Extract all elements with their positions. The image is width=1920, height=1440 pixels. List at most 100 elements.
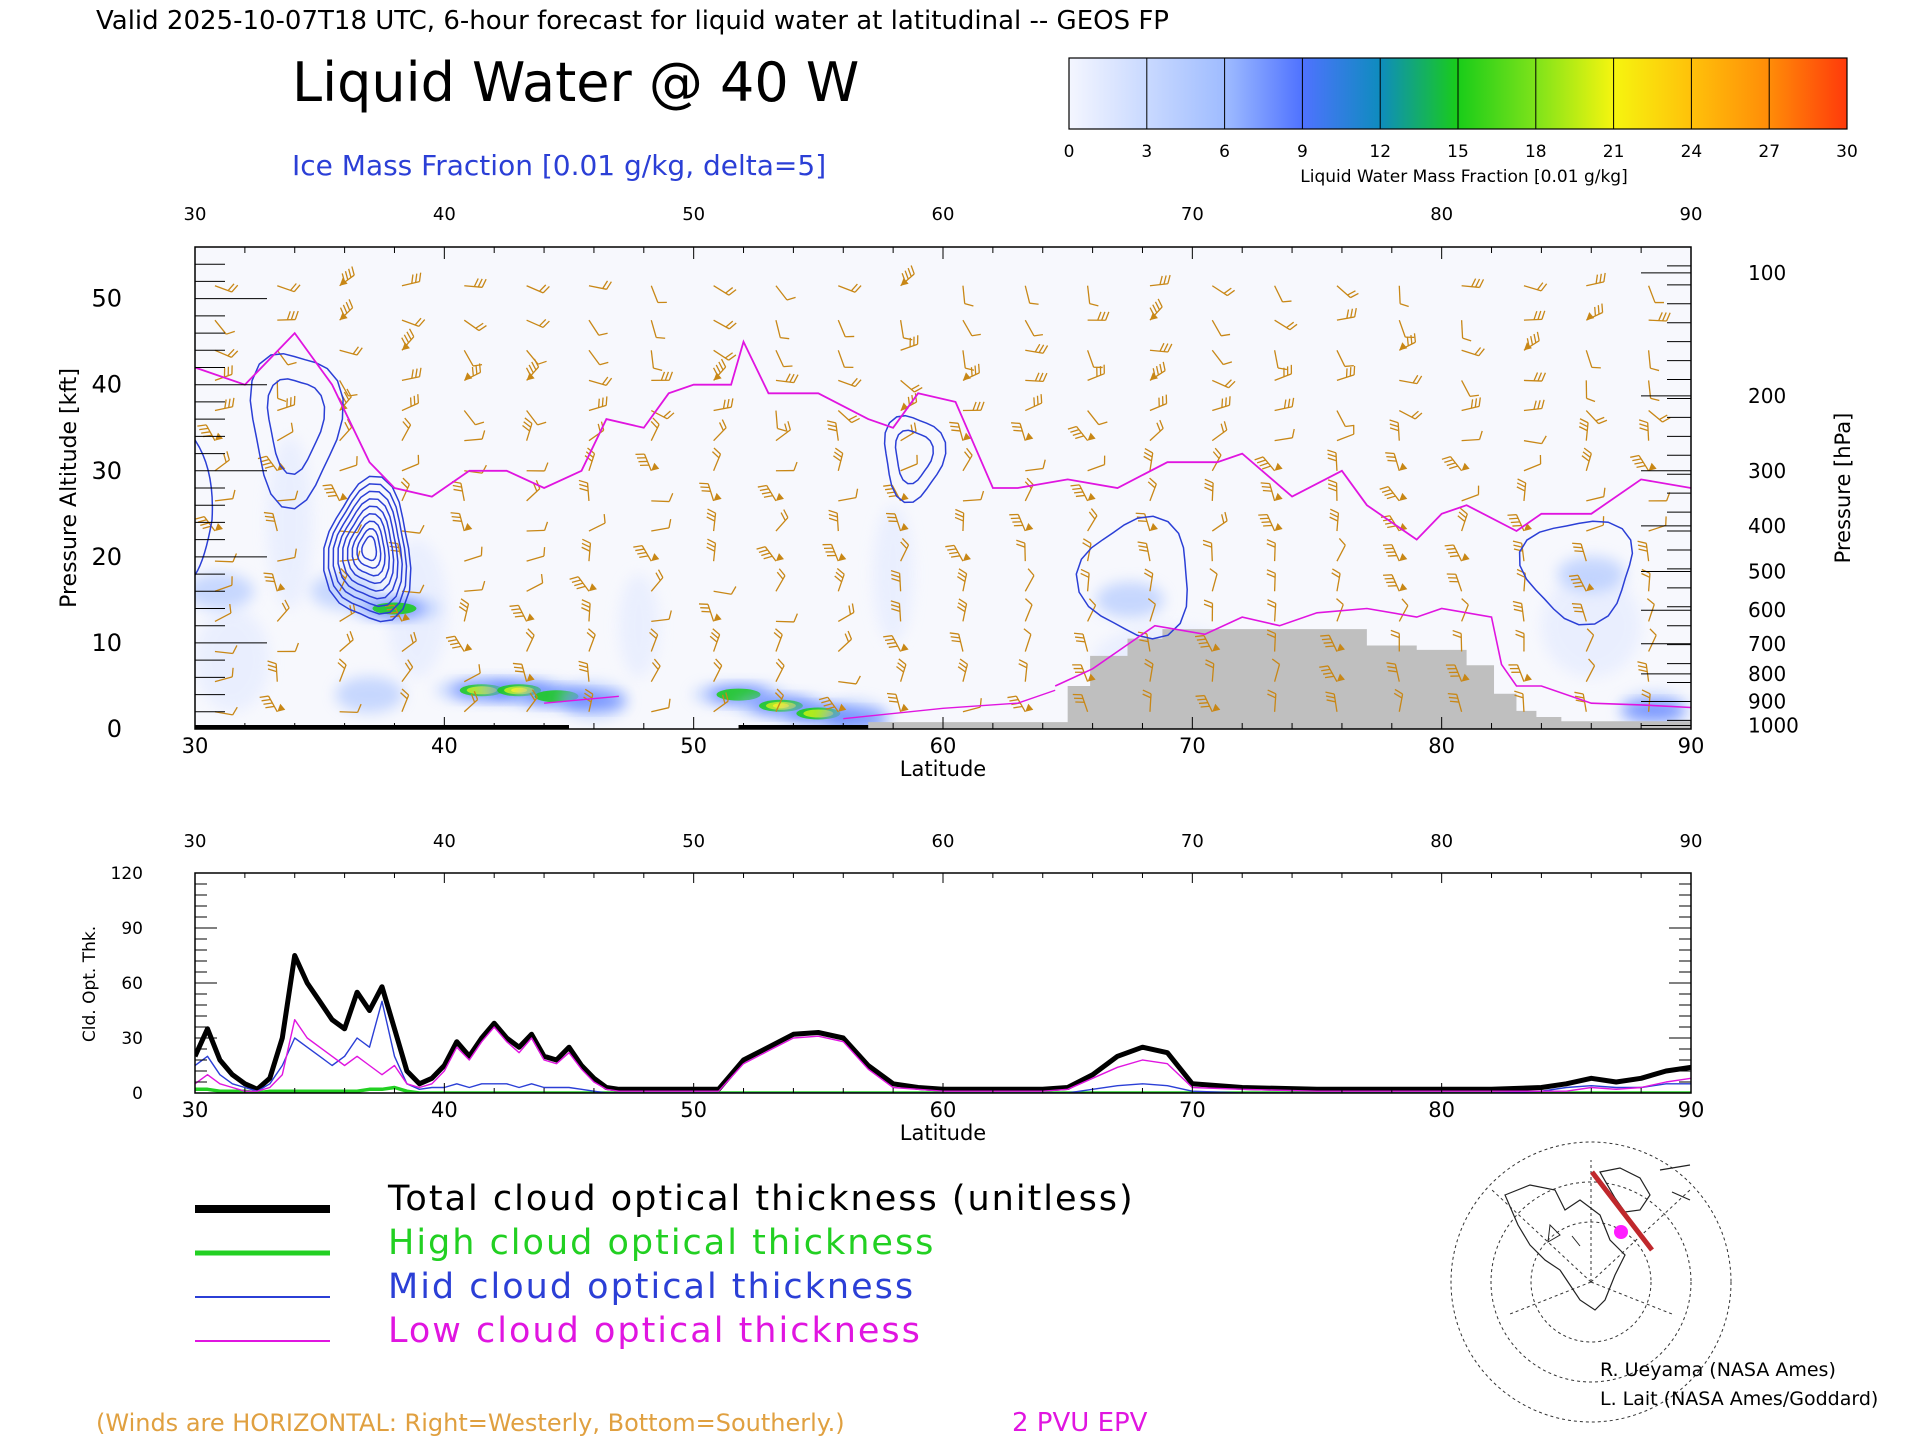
wind-barb: [1452, 629, 1463, 652]
wind-barb: [1446, 573, 1463, 592]
wind-barb: [1512, 540, 1525, 562]
wind-barb: [650, 417, 660, 441]
wind-barb: [195, 515, 223, 532]
wind-barb: [1143, 447, 1154, 471]
wind-barb: [885, 512, 909, 532]
wind-barb: [1087, 311, 1110, 321]
legend: Total cloud optical thickness (unitless)…: [195, 1179, 1133, 1351]
wind-barb: [277, 283, 301, 293]
wind-barb: [1336, 410, 1355, 428]
wind-barb: [1461, 347, 1485, 357]
wind-barb: [214, 553, 238, 563]
wind-barb: [526, 547, 546, 562]
wind-barb: [1398, 319, 1415, 339]
top-y-tick-label: 40: [91, 371, 122, 399]
wind-barbs: [195, 265, 1733, 716]
wind-barb: [214, 489, 236, 502]
top-xlabel: Latitude: [900, 757, 986, 781]
liquid-water-blob: [821, 700, 890, 729]
wind-barb: [837, 350, 854, 369]
wind-barb: [1137, 541, 1151, 562]
wind-barb: [1073, 632, 1089, 652]
wind-barb: [578, 479, 590, 501]
wind-barb: [1336, 365, 1356, 382]
wind-barb: [214, 706, 238, 716]
wind-barb: [709, 628, 721, 652]
wind-barb: [1574, 691, 1587, 712]
top-y2label: Pressure [hPa]: [1831, 413, 1855, 564]
wind-barb: [464, 430, 486, 442]
wind-barb: [1274, 319, 1298, 331]
top-y-tick-label: 0: [107, 715, 122, 743]
wind-barb: [526, 573, 544, 592]
wind-barb: [711, 447, 722, 472]
wind-barb: [900, 454, 918, 472]
bottom-x-tick-label-upper: 60: [932, 831, 955, 852]
wind-barb: [1067, 425, 1096, 442]
bottom-x-tick-label: 80: [1428, 1098, 1455, 1122]
wind-barb: [828, 509, 839, 532]
pressure-tick-label: 500: [1748, 559, 1786, 583]
wind-barb: [713, 285, 737, 296]
wind-barb: [463, 319, 487, 332]
wind-barb: [445, 635, 473, 652]
wind-barb: [1523, 435, 1547, 445]
wind-barb: [1630, 454, 1657, 472]
wind-barb: [1273, 350, 1288, 371]
wind-barb: [214, 576, 233, 592]
wind-barb: [1711, 689, 1718, 712]
wind-barb: [1399, 374, 1423, 385]
wind-barb: [775, 320, 790, 340]
wind-barb: [1586, 516, 1605, 532]
top-x-tick-label-upper: 60: [932, 204, 955, 225]
wind-barb: [1018, 659, 1028, 682]
pressure-tick-label: 800: [1748, 662, 1786, 686]
wind-barb: [276, 599, 290, 622]
wind-barb: [1211, 511, 1228, 532]
epv-contour: [843, 689, 1056, 720]
optical-thickness-plot: 30 30 40 40 50 50 60 60 70 70 80 80 90 90 0 30 60 90 120 C…: [80, 831, 1704, 1145]
wind-barb: [900, 379, 923, 393]
wind-barb: [1711, 404, 1733, 413]
wind-barb: [581, 538, 592, 562]
wind-barb: [1523, 282, 1548, 292]
wind-barb: [886, 692, 909, 712]
pressure-tick-label: 600: [1748, 598, 1786, 622]
liquid-haze: [195, 608, 270, 712]
section-marker: [1614, 1225, 1628, 1239]
wind-barb: [1025, 394, 1043, 412]
liquid-haze: [267, 436, 313, 609]
wind-barb: [1011, 422, 1034, 441]
wind-barb: [463, 410, 485, 426]
top-x-tick-label-upper: 30: [184, 204, 207, 225]
wind-barb: [1648, 312, 1671, 322]
top-x-tick-label-upper: 50: [682, 204, 705, 225]
ice-contour: [894, 429, 934, 485]
wind-barb: [1461, 278, 1485, 289]
colorbar-tick-label: 30: [1836, 142, 1858, 162]
liquid-water-blob: [335, 676, 404, 713]
credit-line-1: R. Ueyama (NASA Ames): [1600, 1359, 1836, 1381]
wind-barb: [1379, 486, 1408, 502]
pressure-tick-label: 100: [1748, 261, 1786, 285]
legend-low: Low cloud optical thickness: [388, 1311, 922, 1351]
wind-barb: [1205, 659, 1215, 682]
wind-barb: [1274, 285, 1292, 303]
top-ylabel: Pressure Altitude [kft]: [57, 368, 82, 608]
wind-barb: [1212, 396, 1231, 412]
legend-high: High cloud optical thickness: [388, 1223, 935, 1263]
wind-barb: [401, 328, 415, 351]
wind-barb: [1144, 658, 1154, 682]
wind-barb: [401, 631, 417, 653]
wind-barb: [957, 568, 968, 592]
wind-barb: [214, 283, 239, 293]
ice-mass-label: Ice Mass Fraction [0.01 g/kg, delta=5]: [292, 149, 826, 182]
bottom-x-tick-label: 70: [1179, 1098, 1206, 1122]
wind-barb: [833, 447, 844, 471]
top-x-tick-label: 70: [1179, 734, 1206, 758]
location-map-icon: [1450, 1141, 1732, 1423]
wind-barb: [1585, 380, 1596, 403]
wind-barb: [1515, 629, 1525, 652]
wind-barb: [267, 660, 278, 682]
wind-barb: [588, 514, 606, 532]
